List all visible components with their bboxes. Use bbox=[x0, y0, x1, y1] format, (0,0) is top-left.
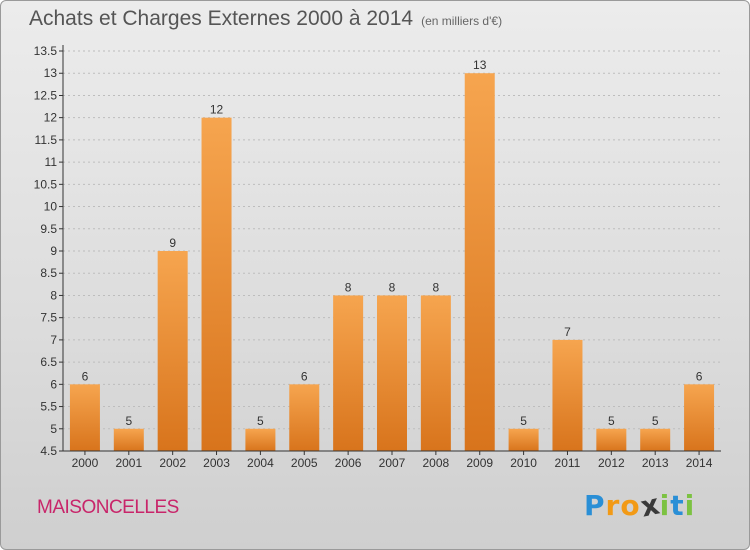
y-tick-label: 12.5 bbox=[34, 88, 58, 102]
proxiti-logo: Proxiti bbox=[584, 487, 696, 523]
bar-2010 bbox=[508, 428, 539, 451]
x-axis-tick-labels: 2000 2001 2002 2003 2004 2005 2006 2007 2008 2009… bbox=[72, 456, 713, 470]
value-label-2013: 5 bbox=[652, 414, 659, 428]
x-tick-label-2007: 2007 bbox=[379, 456, 406, 470]
bar-2007 bbox=[377, 295, 407, 451]
logo-letter: P bbox=[584, 489, 606, 522]
y-tick-label: 8 bbox=[50, 288, 57, 302]
y-tick-label: 6.5 bbox=[40, 355, 57, 369]
axes bbox=[59, 45, 721, 455]
x-tick-label-2004: 2004 bbox=[247, 456, 274, 470]
x-tick-label-2006: 2006 bbox=[335, 456, 362, 470]
value-label-2007: 8 bbox=[389, 280, 396, 294]
y-tick-label: 7.5 bbox=[40, 311, 57, 325]
bar-2013 bbox=[640, 428, 671, 451]
y-tick-label: 13 bbox=[44, 66, 58, 80]
logo-letter: r bbox=[605, 489, 621, 522]
x-tick-label-2012: 2012 bbox=[598, 456, 625, 470]
y-tick-label: 10 bbox=[44, 200, 58, 214]
y-tick-label: 12 bbox=[44, 111, 58, 125]
value-label-2004: 5 bbox=[257, 414, 264, 428]
x-tick-label-2010: 2010 bbox=[510, 456, 537, 470]
bar-2009 bbox=[464, 73, 495, 451]
commune-name: MAISONCELLES bbox=[37, 497, 179, 518]
y-tick-label: 13.5 bbox=[34, 44, 58, 58]
value-label-2006: 8 bbox=[345, 280, 352, 294]
value-label-2009: 13 bbox=[473, 58, 487, 72]
value-label-2008: 8 bbox=[433, 280, 440, 294]
value-label-2000: 6 bbox=[82, 369, 89, 383]
y-tick-label: 11 bbox=[45, 155, 58, 169]
bar-2002 bbox=[157, 251, 188, 451]
logo-letter: i bbox=[659, 489, 671, 522]
y-axis-tick-labels: 4.5 5 5.5 6 6.5 7 7.5 8 8.5 9 9.5 10 10.5 11 11.5 12 12.… bbox=[34, 44, 58, 458]
bar-2005 bbox=[289, 384, 320, 451]
value-label-2003: 12 bbox=[210, 103, 224, 117]
value-label-2014: 6 bbox=[696, 369, 703, 383]
x-tick-label-2003: 2003 bbox=[203, 456, 230, 470]
bar-2001 bbox=[113, 428, 144, 451]
y-tick-label: 5.5 bbox=[40, 400, 57, 414]
value-label-2010: 5 bbox=[520, 414, 527, 428]
value-label-2012: 5 bbox=[608, 414, 615, 428]
logo-letter: o bbox=[620, 489, 641, 522]
chart-title: Achats et Charges Externes 2000 à 2014 (e… bbox=[29, 7, 502, 31]
x-tick-label-2008: 2008 bbox=[423, 456, 450, 470]
value-label-2001: 5 bbox=[125, 414, 132, 428]
value-label-2002: 9 bbox=[169, 236, 176, 250]
value-label-2011: 7 bbox=[564, 325, 571, 339]
bar-2004 bbox=[245, 428, 276, 451]
bar-2000 bbox=[69, 384, 100, 451]
y-tick-label: 7 bbox=[50, 333, 57, 347]
y-tick-label: 4.5 bbox=[40, 444, 57, 458]
x-tick-label-2002: 2002 bbox=[159, 456, 186, 470]
value-labels: 6 5 9 12 5 6 8 8 8 13 5 7 5 5 6 bbox=[82, 58, 703, 428]
y-tick-label: 9.5 bbox=[40, 222, 57, 236]
y-tick-label: 5 bbox=[50, 422, 57, 436]
y-tick-label: 6 bbox=[50, 377, 57, 391]
bar-2006 bbox=[333, 295, 364, 451]
x-tick-label-2005: 2005 bbox=[291, 456, 318, 470]
value-label-2005: 6 bbox=[301, 369, 308, 383]
bar-2014 bbox=[684, 384, 715, 451]
bar-2012 bbox=[596, 428, 627, 451]
y-tick-label: 10.5 bbox=[34, 177, 58, 191]
logo-letter: i bbox=[684, 489, 696, 522]
bar-2003 bbox=[201, 117, 232, 452]
chart-unit: (en milliers d'€) bbox=[421, 14, 503, 28]
x-tick-label-2000: 2000 bbox=[72, 456, 99, 470]
bar-2011 bbox=[552, 339, 583, 451]
y-tick-label: 9 bbox=[50, 244, 57, 258]
logo-letter: t bbox=[670, 489, 685, 522]
chart-title-text: Achats et Charges Externes 2000 à 2014 bbox=[29, 7, 414, 30]
bars bbox=[69, 73, 715, 452]
x-tick-label-2001: 2001 bbox=[115, 456, 142, 470]
x-tick-label-2011: 2011 bbox=[555, 456, 581, 470]
y-tick-label: 11.5 bbox=[35, 133, 58, 147]
x-tick-label-2014: 2014 bbox=[686, 456, 713, 470]
bar-2008 bbox=[420, 295, 451, 451]
x-tick-label-2009: 2009 bbox=[466, 456, 493, 470]
y-tick-label: 8.5 bbox=[40, 266, 57, 280]
x-tick-label-2013: 2013 bbox=[642, 456, 669, 470]
